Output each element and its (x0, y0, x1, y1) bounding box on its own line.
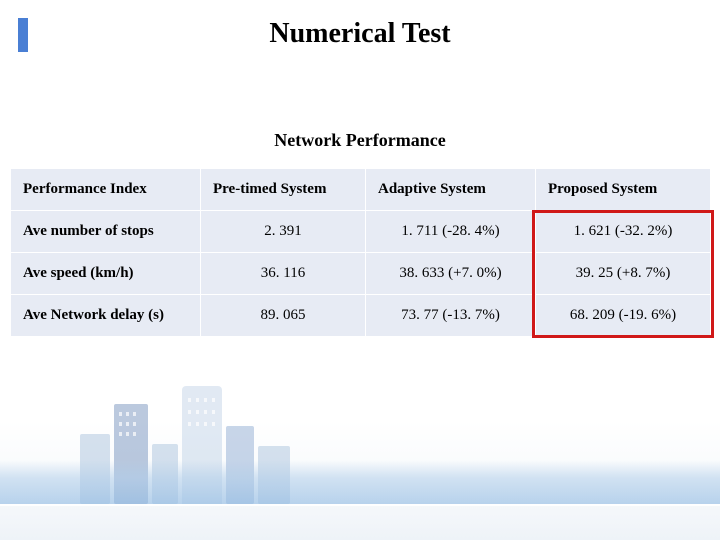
table-caption: Network Performance (0, 130, 720, 151)
col-header-proposed: Proposed System (536, 169, 711, 211)
cell: 89. 065 (201, 295, 366, 337)
cell: 2. 391 (201, 211, 366, 253)
table-header-row: Performance Index Pre-timed System Adapt… (11, 169, 711, 211)
cell: 39. 25 (+8. 7%) (536, 253, 711, 295)
table-row: Ave Network delay (s) 89. 065 73. 77 (-1… (11, 295, 711, 337)
performance-table-wrap: Performance Index Pre-timed System Adapt… (10, 168, 710, 337)
col-header-pretimed: Pre-timed System (201, 169, 366, 211)
row-label: Ave Network delay (s) (11, 295, 201, 337)
performance-table: Performance Index Pre-timed System Adapt… (10, 168, 711, 337)
cell: 1. 711 (-28. 4%) (366, 211, 536, 253)
cell: 68. 209 (-19. 6%) (536, 295, 711, 337)
cell: 36. 116 (201, 253, 366, 295)
row-label: Ave number of stops (11, 211, 201, 253)
cell: 38. 633 (+7. 0%) (366, 253, 536, 295)
col-header-index: Performance Index (11, 169, 201, 211)
title-area: Numerical Test (0, 18, 720, 50)
table-row: Ave speed (km/h) 36. 116 38. 633 (+7. 0%… (11, 253, 711, 295)
table-row: Ave number of stops 2. 391 1. 711 (-28. … (11, 211, 711, 253)
cell: 73. 77 (-13. 7%) (366, 295, 536, 337)
footer-divider (0, 504, 720, 506)
col-header-adaptive: Adaptive System (366, 169, 536, 211)
cell: 1. 621 (-32. 2%) (536, 211, 711, 253)
row-label: Ave speed (km/h) (11, 253, 201, 295)
footer-gradient-band (0, 460, 720, 504)
slide-title: Numerical Test (269, 18, 450, 49)
